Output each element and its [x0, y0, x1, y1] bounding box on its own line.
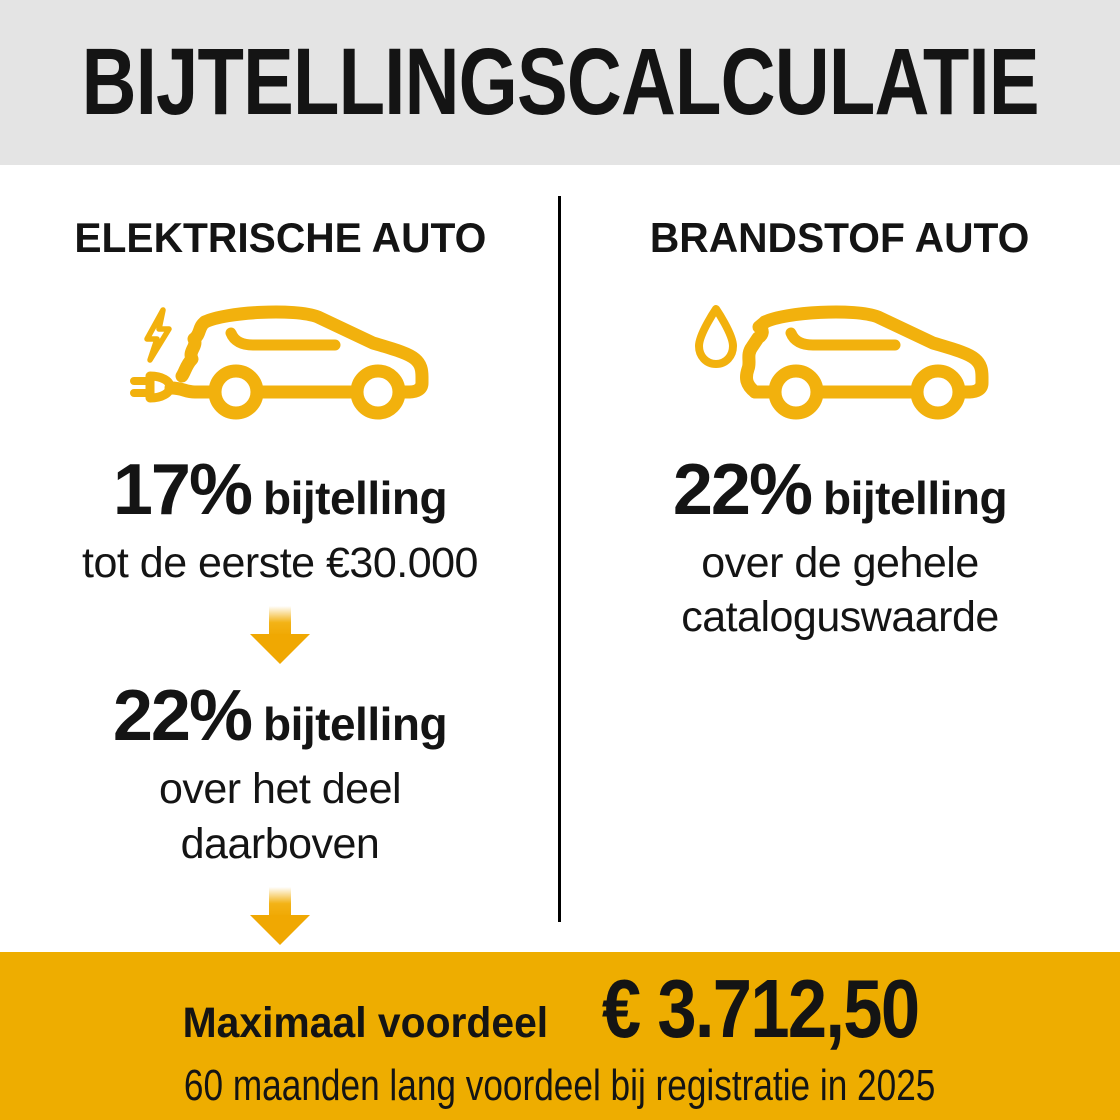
down-arrow-icon [0, 606, 560, 666]
fuel-rate-1-label: bijtelling [823, 472, 1008, 525]
electric-rate-2-label: bijtelling [263, 698, 448, 751]
electric-rate-2: 22% bijtelling [0, 680, 560, 752]
column-divider [558, 196, 561, 922]
electric-rate-2-percent: 22% [112, 676, 253, 757]
page-title: BIJTELLINGSCALCULATIE [81, 29, 1039, 135]
down-arrow-icon [0, 886, 560, 947]
fuel-rate-1: 22% bijtelling [560, 454, 1120, 526]
fuel-rate-1-detail: over de gehele cataloguswaarde [681, 539, 999, 642]
max-voordeel-line: Maximaal voordeel € 3.712,50 [173, 961, 946, 1057]
fuel-rate-1-percent: 22% [672, 450, 813, 531]
header: BIJTELLINGSCALCULATIE [0, 0, 1120, 165]
column-electric-auto: ELEKTRISCHE AUTO [0, 165, 560, 947]
fuel-car-icon [560, 293, 1120, 428]
electric-car-icon [0, 293, 560, 428]
electric-rate-1-detail: tot de eerste €30.000 [82, 539, 478, 588]
electric-rate-1-label: bijtelling [263, 472, 448, 525]
electric-rate-1-percent: 17% [112, 450, 253, 531]
max-voordeel-label: Maximaal voordeel [183, 999, 549, 1047]
brandstof-auto-title: BRANDSTOF AUTO [650, 214, 1030, 261]
max-voordeel-amount: € 3.712,50 [602, 962, 920, 1055]
electric-rate-1: 17% bijtelling [0, 454, 560, 526]
column-brandstof-auto: BRANDSTOF AUTO 22% bijtelling [560, 165, 1120, 645]
electric-auto-title: ELEKTRISCHE AUTO [74, 214, 486, 261]
electric-rate-2-detail: over het deel daarboven [158, 765, 402, 868]
footer-subtext: 60 maanden lang voordeel bij registratie… [184, 1061, 936, 1110]
footer-banner: Maximaal voordeel € 3.712,50 60 maanden … [0, 952, 1120, 1120]
